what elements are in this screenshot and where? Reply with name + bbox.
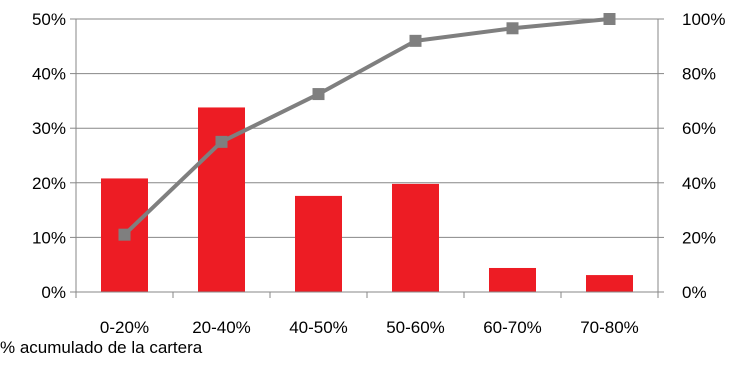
bar-60-70% bbox=[489, 267, 536, 292]
line-marker-40-50% bbox=[312, 88, 325, 101]
x-axis-tick-label: 70-80% bbox=[580, 318, 639, 337]
left-axis-tick-label: 0% bbox=[41, 283, 66, 302]
bar-50-60% bbox=[392, 183, 439, 292]
bar-40-50% bbox=[295, 195, 342, 292]
x-axis-tick-label: 0-20% bbox=[100, 318, 149, 337]
right-axis-tick-label: 20% bbox=[682, 228, 716, 247]
right-axis-tick-label: 40% bbox=[682, 174, 716, 193]
x-axis-tick-label: 50-60% bbox=[386, 318, 445, 337]
x-axis-tick-labels: 0-20% 20-40% 40-50% 50-60% 60-70% 70-80% bbox=[100, 318, 639, 337]
line-marker-70-80% bbox=[603, 13, 616, 25]
bar-70-80% bbox=[586, 275, 633, 292]
axes bbox=[70, 18, 664, 298]
right-axis-tick-label: 80% bbox=[682, 65, 716, 84]
line-marker-0-20% bbox=[118, 228, 131, 241]
left-axis-tick-label: 50% bbox=[32, 10, 66, 29]
x-axis-tick-label: 40-50% bbox=[289, 318, 348, 337]
gridlines bbox=[76, 18, 658, 238]
left-axis-tick-label: 20% bbox=[32, 174, 66, 193]
bar-series bbox=[101, 107, 633, 293]
right-axis-tick-label: 60% bbox=[682, 119, 716, 138]
right-axis-tick-label: 0% bbox=[682, 283, 707, 302]
left-axis-tick-label: 30% bbox=[32, 119, 66, 138]
line-marker-60-70% bbox=[506, 22, 519, 35]
chart-footnote: % acumulado de la cartera bbox=[0, 338, 203, 357]
left-axis-tick-label: 40% bbox=[32, 65, 66, 84]
right-axis-tick-label: 100% bbox=[682, 10, 725, 29]
line-marker-20-40% bbox=[215, 135, 228, 148]
x-axis-tick-label: 20-40% bbox=[192, 318, 251, 337]
left-axis-tick-labels: 0% 10% 20% 30% 40% 50% bbox=[32, 10, 66, 302]
right-axis-tick-labels: 0% 20% 40% 60% 80% 100% bbox=[682, 10, 725, 302]
line-marker-50-60% bbox=[409, 34, 422, 47]
x-axis-tick-label: 60-70% bbox=[483, 318, 542, 337]
left-axis-tick-label: 10% bbox=[32, 228, 66, 247]
cumulative-line-series bbox=[118, 13, 616, 241]
cumulative-line bbox=[123, 17, 610, 237]
